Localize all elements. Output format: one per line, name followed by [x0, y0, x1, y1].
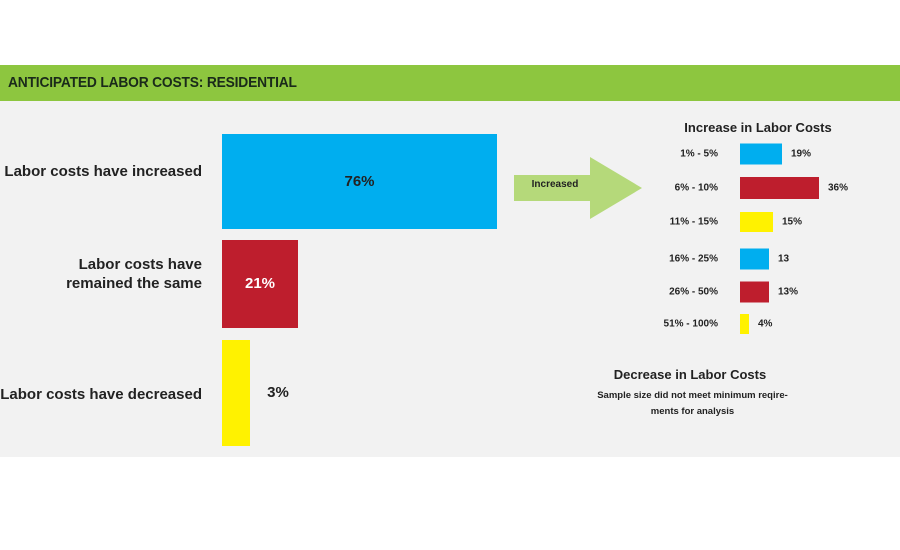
increase-bar — [740, 281, 769, 303]
main-value-label: 76% — [344, 173, 375, 190]
increase-bar — [740, 314, 749, 334]
main-category-label: Labor costs have increased — [4, 162, 202, 181]
range-label: 51% - 100% — [663, 318, 718, 330]
increase-value-label: 15% — [782, 216, 803, 228]
decrease-note-line: Sample size did not meet minimum reqire- — [597, 390, 788, 401]
increase-value-label: 13% — [778, 286, 799, 298]
increase-bar — [740, 143, 782, 165]
increase-bar — [740, 177, 819, 199]
decrease-note-line: ments for analysis — [650, 406, 735, 417]
arrow-label: Increased — [531, 179, 579, 190]
main-category-label-line: Labor costs have — [78, 256, 202, 273]
decrease-title: Decrease in Labor Costs — [613, 367, 767, 382]
increase-value-label: 19% — [791, 148, 812, 160]
decrease-note: Sample size did not meet minimum reqire-… — [580, 388, 805, 420]
main-value-label: 21% — [244, 275, 276, 292]
main-category-label-line: Labor costs have increased — [4, 162, 202, 180]
main-bar — [222, 240, 298, 328]
chart-header: ANTICIPATED LABOR COSTS: RESIDENTIAL — [0, 65, 900, 101]
main-category-label: Labor costs have remained the same — [66, 255, 202, 293]
increase-bar — [740, 248, 769, 270]
chart-title: ANTICIPATED LABOR COSTS: RESIDENTIAL — [8, 74, 297, 91]
main-bar — [222, 134, 497, 229]
main-category-label: Labor costs have decreased — [0, 385, 202, 404]
increase-value-label: 36% — [828, 182, 849, 194]
increase-chart-title: Increase in Labor Costs — [684, 120, 832, 135]
range-label: 11% - 15% — [669, 216, 718, 228]
range-label: 26% - 50% — [669, 286, 718, 298]
increase-value-label: 13 — [778, 253, 790, 265]
increase-bar — [740, 212, 773, 232]
increased-arrow-icon — [514, 157, 642, 219]
main-value-label: 3% — [267, 384, 289, 401]
increase-value-label: 4% — [758, 318, 773, 330]
main-category-label-line: Labor costs have decreased — [0, 385, 202, 403]
range-label: 6% - 10% — [674, 182, 718, 194]
main-bar — [222, 340, 250, 446]
arrow-shape — [514, 157, 642, 219]
range-label: 16% - 25% — [669, 253, 718, 265]
main-category-label-line: remained the same — [66, 275, 202, 292]
range-label: 1% - 5% — [680, 148, 718, 160]
